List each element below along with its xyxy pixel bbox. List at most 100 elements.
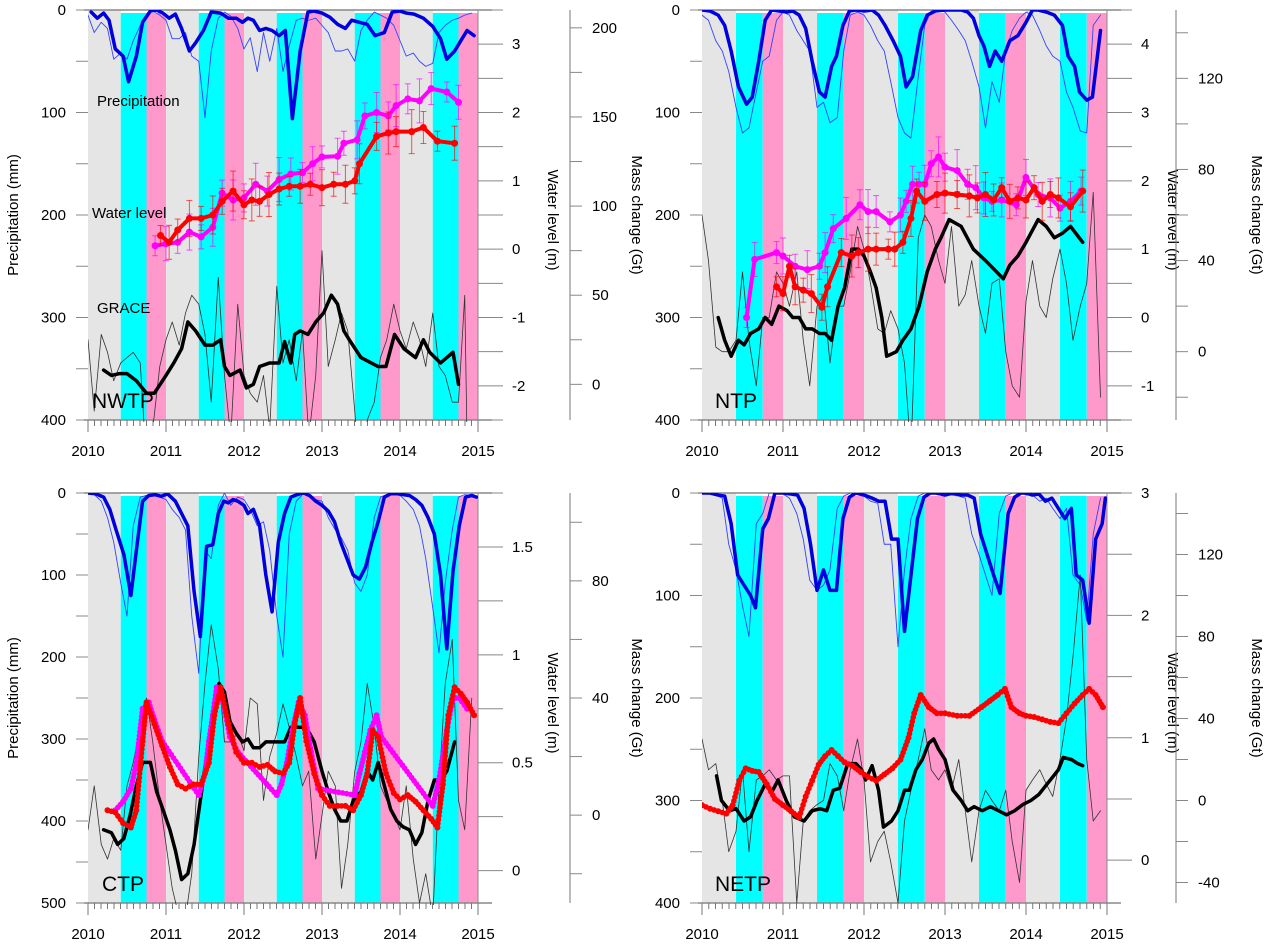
data-point xyxy=(138,754,144,761)
data-point xyxy=(442,749,449,755)
data-point xyxy=(117,801,124,808)
data-point xyxy=(296,182,304,190)
season-band-post xyxy=(380,496,400,903)
data-point xyxy=(451,139,459,147)
x-tick-label: 2010 xyxy=(685,926,718,943)
data-point xyxy=(277,785,283,791)
data-point xyxy=(372,730,379,737)
data-point xyxy=(872,245,880,253)
season-band-post xyxy=(1086,13,1107,420)
x-tick-label: 2012 xyxy=(227,443,260,460)
x-tick-label: 2010 xyxy=(71,926,104,943)
y-right-tick-label: 80 xyxy=(1198,629,1215,646)
data-point xyxy=(921,197,929,205)
data-point xyxy=(355,774,362,780)
data-point xyxy=(134,799,140,805)
y-right-tick-label: 100 xyxy=(592,198,617,215)
season-band-dry xyxy=(945,10,980,420)
data-point xyxy=(425,813,432,819)
season-band-wet xyxy=(1060,13,1087,420)
data-point xyxy=(1012,201,1020,209)
data-point xyxy=(1079,187,1087,195)
data-point xyxy=(186,783,193,790)
data-point xyxy=(990,196,998,204)
data-point xyxy=(382,766,388,773)
data-point xyxy=(392,128,400,136)
x-tick-label: 2015 xyxy=(1090,443,1123,460)
y-mid-tick-label: -2 xyxy=(512,378,525,395)
data-point xyxy=(815,262,823,270)
data-point xyxy=(151,242,159,250)
data-point xyxy=(443,736,450,743)
data-point xyxy=(923,701,930,707)
data-point xyxy=(838,756,845,762)
data-point xyxy=(962,712,969,719)
data-point xyxy=(194,781,200,788)
data-point xyxy=(864,208,872,216)
data-point xyxy=(982,191,989,198)
data-point xyxy=(941,163,949,171)
data-point xyxy=(773,249,781,257)
y-mid-tick-label: 1 xyxy=(512,173,520,190)
y-right-tick-label: 120 xyxy=(1198,70,1223,87)
data-point xyxy=(1098,701,1104,707)
y-left-tick-label: 200 xyxy=(655,690,680,707)
data-point xyxy=(872,208,880,216)
x-tick-label: 2014 xyxy=(383,926,416,943)
data-point xyxy=(346,805,353,811)
y-mid-axis-title: Water level (m) xyxy=(1164,169,1181,270)
data-point xyxy=(334,802,341,809)
data-point xyxy=(256,197,264,205)
data-point xyxy=(440,777,447,784)
y-left-tick-label: 300 xyxy=(41,731,66,748)
data-point xyxy=(842,214,850,222)
data-point xyxy=(361,112,369,120)
y-right-axis-title: Mass change (Gt) xyxy=(628,638,645,757)
y-right-tick-label: 200 xyxy=(592,20,617,37)
data-point xyxy=(1054,194,1062,202)
data-point xyxy=(135,783,142,789)
y-mid-tick-label: 2 xyxy=(1141,607,1149,624)
series-line xyxy=(716,217,1085,358)
data-point xyxy=(462,696,468,703)
data-point xyxy=(334,152,342,160)
y-mid-tick-label: -1 xyxy=(1141,378,1154,395)
data-point xyxy=(444,728,450,735)
y-left-tick-label: 400 xyxy=(655,412,680,429)
data-point xyxy=(330,803,337,809)
data-point xyxy=(998,184,1006,192)
season-band-post xyxy=(380,13,400,420)
data-point xyxy=(306,180,314,188)
data-point xyxy=(269,766,276,773)
data-point xyxy=(340,139,348,147)
y-mid-tick-label: 0 xyxy=(1141,852,1149,869)
x-tick-label: 2011 xyxy=(767,926,799,943)
data-point xyxy=(303,734,309,741)
data-point xyxy=(124,822,130,829)
data-point xyxy=(1061,713,1067,720)
y-left-tick-label: 500 xyxy=(41,895,66,912)
series-line xyxy=(88,493,478,651)
y-left-tick-label: 300 xyxy=(655,310,680,327)
y-right-tick-label: 120 xyxy=(1198,547,1223,564)
data-point xyxy=(746,766,752,773)
data-point xyxy=(773,283,781,291)
panel-netp: 2010 2011 2012 2013 2014 20150100200300400012… xyxy=(655,485,1265,943)
data-point xyxy=(727,805,734,811)
series-line xyxy=(702,574,1101,904)
data-point xyxy=(363,774,370,780)
data-point xyxy=(139,746,145,753)
data-point xyxy=(197,233,205,241)
data-point xyxy=(740,769,747,776)
data-point xyxy=(950,712,956,718)
data-point xyxy=(173,778,179,784)
y-left-axis-title: Precipitation (mm) xyxy=(5,154,22,276)
data-point xyxy=(287,170,295,178)
y-left-tick-label: 400 xyxy=(655,895,680,912)
data-point xyxy=(138,750,145,757)
x-tick-label: 2015 xyxy=(1090,926,1123,943)
data-point xyxy=(137,758,144,765)
data-point xyxy=(907,214,915,222)
y-left-tick-label: 400 xyxy=(41,412,66,429)
data-point xyxy=(442,753,448,759)
